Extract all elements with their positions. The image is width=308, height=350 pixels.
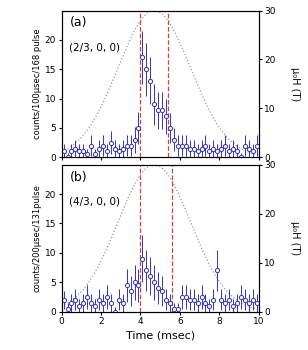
Text: (a): (a) [70,16,87,29]
X-axis label: Time (msec): Time (msec) [126,330,195,340]
Y-axis label: μ₀H (T): μ₀H (T) [290,221,300,255]
Y-axis label: counts/200μsec/131pulse: counts/200μsec/131pulse [33,184,42,292]
Text: (2/3, 0, 0): (2/3, 0, 0) [70,43,120,53]
Y-axis label: counts/100μsec/168 pulse: counts/100μsec/168 pulse [33,29,42,139]
Y-axis label: μ₀H (T): μ₀H (T) [290,67,300,101]
Text: (b): (b) [70,170,87,183]
Text: (4/3, 0, 0): (4/3, 0, 0) [70,197,120,207]
